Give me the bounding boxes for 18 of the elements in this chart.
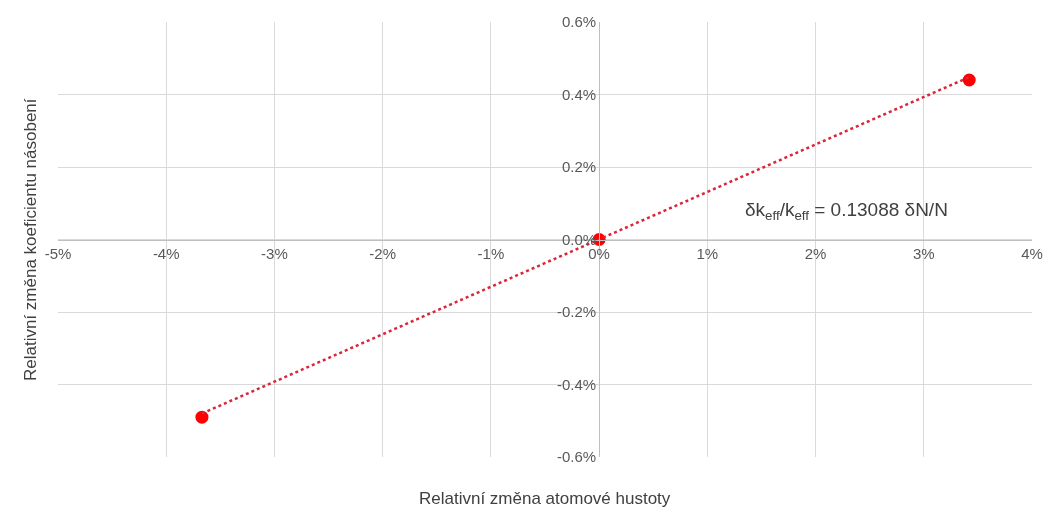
x-tick-label: -2% [369,244,397,262]
x-tick-label: -1% [477,244,505,262]
x-tick-label: -4% [152,244,180,262]
x-axis-title: Relativní změna atomové hustoty [419,489,671,508]
y-tick-label: 0.6% [561,13,597,31]
y-tick-label: -0.2% [556,303,597,321]
y-tick-label: -0.4% [556,375,597,393]
y-tick-label: 0.4% [561,85,597,103]
y-tick-label: -0.6% [556,448,597,466]
y-tick-label: 0.2% [561,158,597,176]
x-tick-label: 2% [804,244,827,262]
x-tick-label: -5% [44,244,72,262]
x-tick-label: 1% [696,244,719,262]
x-tick-label: 4% [1021,244,1043,262]
x-tick-label: -3% [261,244,288,262]
x-tick-label: 3% [912,244,935,262]
annotation: δk$_{eff}$/k$_{eff}$ = 0.13088 δN/N [745,199,948,223]
y-axis-title: Relativní změna koeficientu násobení [21,98,41,382]
